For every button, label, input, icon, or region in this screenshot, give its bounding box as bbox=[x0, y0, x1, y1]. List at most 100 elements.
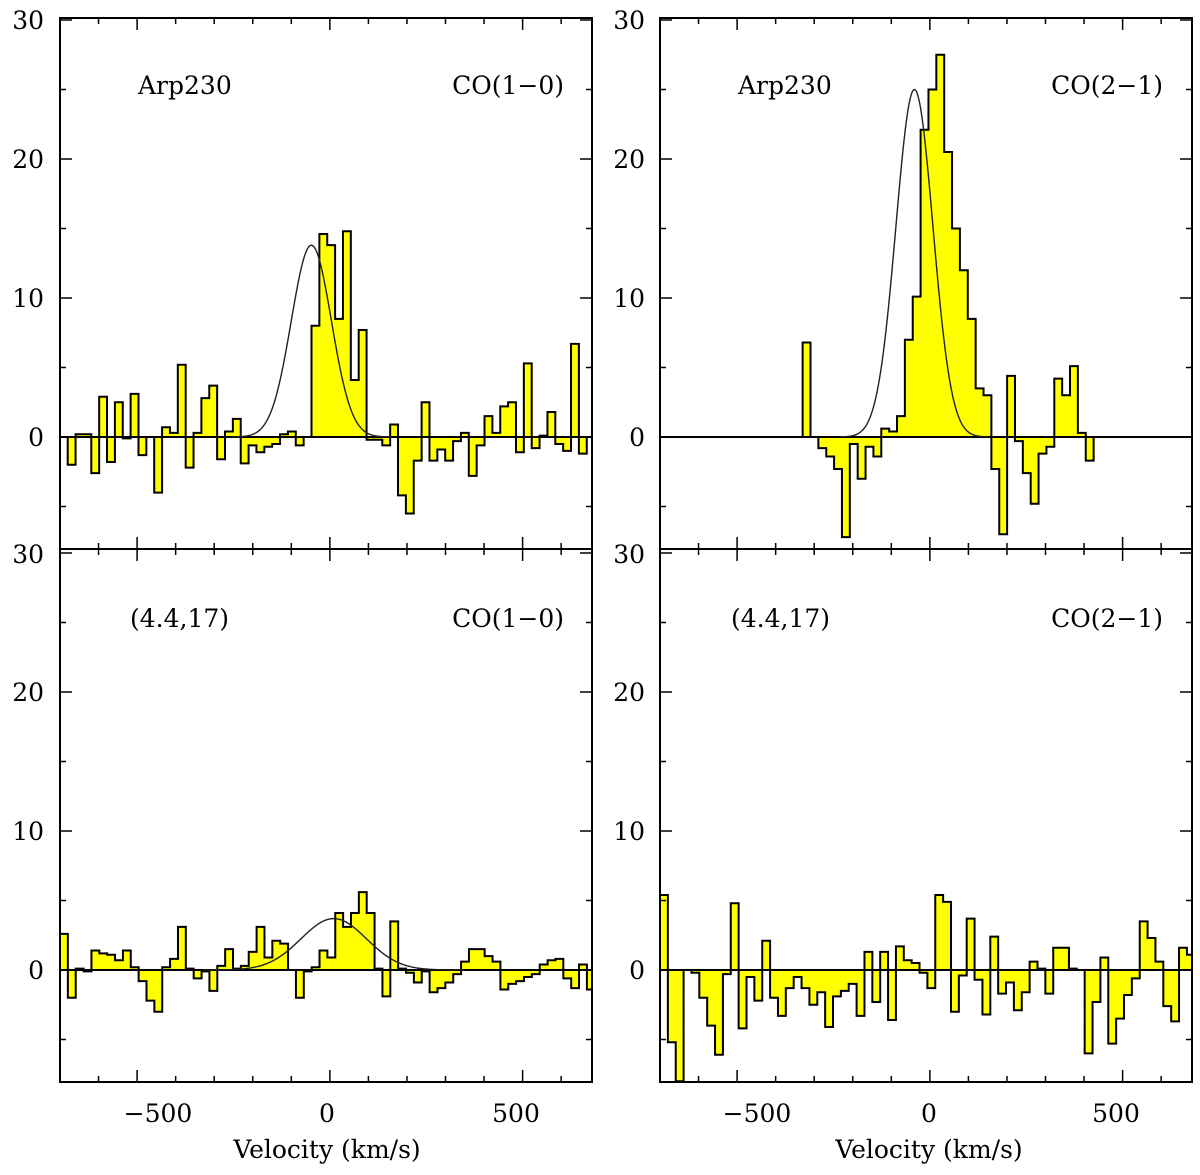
spectrum-bin bbox=[193, 432, 202, 437]
spectrum-bin bbox=[515, 437, 525, 453]
spectrum-bin bbox=[1021, 970, 1030, 993]
spectrum-bin bbox=[91, 437, 100, 474]
spectrum-bin bbox=[927, 970, 936, 989]
spectrum-bin bbox=[950, 970, 960, 1012]
spectrum-bin bbox=[256, 437, 265, 453]
spectrum-bin bbox=[1030, 437, 1039, 504]
spectrum-bin bbox=[990, 936, 999, 970]
spectrum-step-outline bbox=[60, 891, 592, 1013]
spectrum-bin bbox=[959, 270, 969, 437]
panel-label-source-br: (4.4,17) bbox=[731, 604, 830, 633]
spectrum-bin bbox=[1124, 970, 1133, 996]
spectrum-bin bbox=[881, 428, 890, 437]
spectrum-bin bbox=[746, 970, 755, 977]
spectrum-bin bbox=[405, 437, 415, 514]
spectrum-bin bbox=[895, 946, 905, 970]
spectrum-bin bbox=[1195, 964, 1200, 970]
y-tick-label-bottom-right-10: 10 bbox=[613, 817, 645, 846]
spectrum-bin bbox=[272, 437, 281, 444]
spectrum-bin bbox=[864, 951, 873, 970]
spectrum-bin bbox=[130, 393, 139, 437]
spectrum-bin bbox=[840, 970, 850, 991]
spectrum-bin bbox=[531, 437, 540, 449]
spectrum-bin bbox=[555, 437, 564, 444]
y-tick-label-top-right-20: 20 bbox=[613, 145, 645, 174]
spectrum-bin bbox=[1046, 437, 1055, 447]
spectrum-bin bbox=[280, 943, 289, 970]
spectrum-bin bbox=[563, 970, 572, 979]
x-tick-label-right-0: 0 bbox=[921, 1099, 937, 1128]
spectrum-bin bbox=[547, 411, 556, 437]
spectrum-bin bbox=[848, 970, 857, 984]
spectrum-bin bbox=[524, 970, 533, 977]
spectrum-bin bbox=[115, 960, 124, 970]
panel-plot-area bbox=[60, 230, 592, 515]
spectrum-bin bbox=[138, 437, 147, 456]
spectrum-bin bbox=[1007, 375, 1016, 437]
spectrum-bin bbox=[225, 949, 234, 970]
spectrum-bin bbox=[508, 970, 517, 984]
spectrum-bin bbox=[335, 913, 344, 970]
spectrum-bin bbox=[484, 416, 493, 437]
spectrum-bin bbox=[366, 437, 375, 440]
spectrum-bin bbox=[272, 940, 281, 970]
spectrum-bin bbox=[841, 437, 851, 538]
spectrum-bin bbox=[484, 956, 493, 970]
y-tick-label-top-right-30: 30 bbox=[613, 6, 645, 35]
spectrum-bin bbox=[390, 424, 399, 437]
spectrum-bin bbox=[967, 318, 976, 437]
spectrum-bin bbox=[928, 89, 937, 437]
spectrum-bin bbox=[461, 961, 470, 970]
spectrum-bin bbox=[1155, 961, 1164, 970]
spectrum-bin bbox=[201, 398, 210, 437]
spectrum-bin bbox=[571, 970, 580, 989]
spectrum-step-outline bbox=[801, 53, 1095, 539]
spectrum-bin bbox=[1186, 954, 1192, 970]
spectrum-bin bbox=[974, 970, 983, 980]
spectrum-bin bbox=[991, 437, 1000, 469]
spectrum-bin bbox=[295, 437, 304, 446]
spectrum-bin bbox=[358, 329, 367, 437]
spectrum-bin bbox=[67, 437, 76, 465]
spectrum-bin bbox=[358, 892, 368, 970]
spectrum-bin bbox=[770, 970, 779, 998]
y-tick-label-bottom-right-0: 0 bbox=[629, 956, 645, 985]
spectrum-bin bbox=[563, 437, 572, 451]
spectrum-bin bbox=[114, 402, 124, 437]
spectrum-bin bbox=[170, 958, 179, 970]
spectrum-bin bbox=[539, 964, 548, 970]
spectrum-bin bbox=[857, 437, 866, 479]
panel-label-source-tr: Arp230 bbox=[737, 71, 832, 100]
spectrum-bin bbox=[60, 933, 69, 970]
spectrum-bin bbox=[531, 970, 541, 975]
spectrum-bin bbox=[818, 437, 827, 449]
spectrum-bin bbox=[256, 926, 265, 970]
spectrum-bin bbox=[586, 970, 592, 990]
spectrum-bin bbox=[248, 951, 257, 970]
spectrum-bin bbox=[460, 432, 470, 437]
spectrum-bin bbox=[169, 432, 179, 437]
y-tick-label-bottom-30: 30 bbox=[12, 540, 44, 569]
spectrum-bin bbox=[500, 406, 509, 437]
spectrum-bin bbox=[437, 970, 446, 989]
spectrum-bin bbox=[327, 245, 336, 437]
spectrum-bin bbox=[343, 926, 352, 970]
spectrum-bin bbox=[1038, 437, 1047, 454]
spectrum-bin bbox=[1131, 970, 1141, 979]
spectrum-bin bbox=[453, 970, 462, 975]
spectrum-bin bbox=[722, 970, 732, 975]
spectrum-bin bbox=[1085, 437, 1094, 461]
spectrum-bin bbox=[1053, 947, 1062, 970]
spectrum-bin bbox=[825, 970, 834, 1027]
spectrum-bin bbox=[1006, 970, 1015, 983]
spectrum-bin bbox=[936, 54, 945, 437]
spectrum-bin bbox=[919, 970, 928, 973]
spectrum-bin bbox=[872, 970, 881, 1002]
spectrum-bin bbox=[1108, 970, 1117, 1044]
spectrum-bin bbox=[1116, 970, 1125, 1019]
spectrum-bin bbox=[209, 385, 218, 437]
spectrum-bin bbox=[264, 437, 273, 447]
spectrum-bin bbox=[865, 437, 874, 447]
spectrum-bin bbox=[248, 437, 257, 446]
spectrum-bin bbox=[966, 918, 975, 970]
